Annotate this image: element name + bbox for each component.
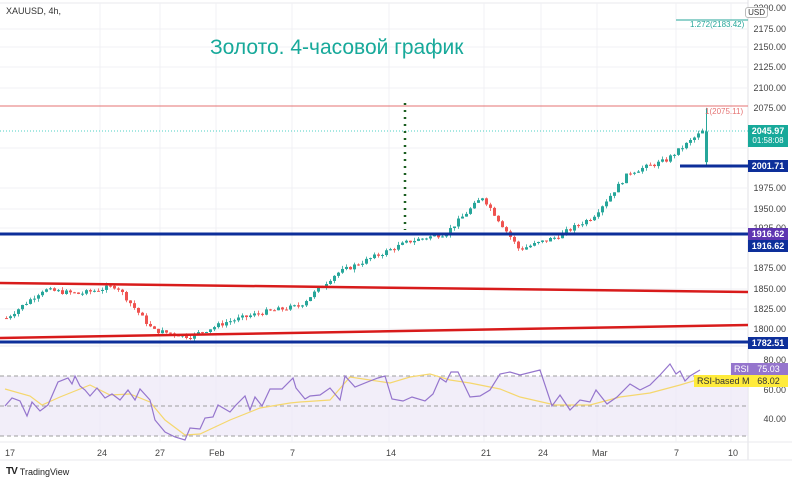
rsi-tick: 60.00: [763, 385, 786, 395]
price-tick: 2100.00: [753, 83, 786, 93]
price-tick: 2150.00: [753, 42, 786, 52]
time-tick: 17: [5, 448, 16, 458]
time-tick: Mar: [592, 448, 608, 458]
last-price-value: 2045.97: [751, 126, 785, 136]
brand-name: TradingView: [19, 466, 70, 477]
rsi-value-tag: 75.03: [749, 363, 788, 375]
rsi-label-tag: RSI: [731, 363, 753, 375]
time-tick: 10: [728, 448, 739, 458]
level-tag-1782: 1782.51: [748, 337, 788, 349]
price-tick: 1875.00: [753, 263, 786, 273]
tradingview-logo-icon: TV: [6, 466, 18, 477]
rsi-ma-label-tag: RSI-based MA: [694, 375, 759, 387]
time-tick: 21: [481, 448, 492, 458]
price-tick: 2200.00: [753, 3, 786, 13]
time-tick: 24: [538, 448, 549, 458]
rsi-ma-value-tag: 68.02: [749, 375, 788, 387]
rsi-tick: 40.00: [763, 414, 786, 424]
level-tag-1916-a: 1916.62: [748, 228, 788, 240]
level-tag-2001: 2001.71: [748, 160, 788, 172]
price-tick: 1825.00: [753, 304, 786, 314]
time-tick: 27: [155, 448, 166, 458]
last-price-tag: 2045.97 01:58:08: [748, 125, 788, 147]
level-tag-1916-b: 1916.62: [748, 240, 788, 252]
bar-countdown: 01:58:08: [752, 136, 784, 145]
price-tick: 2075.00: [753, 103, 786, 113]
currency-badge[interactable]: USD: [745, 7, 768, 18]
time-tick: 7: [674, 448, 680, 458]
chart-annotation-title: Золото. 4-часовой график: [210, 36, 464, 59]
price-tick: 1850.00: [753, 284, 786, 294]
price-tick: 2125.00: [753, 62, 786, 72]
price-tick: 1975.00: [753, 183, 786, 193]
price-tick: 1950.00: [753, 204, 786, 214]
tradingview-branding[interactable]: TV TradingView: [6, 466, 69, 477]
time-tick: 7: [290, 448, 296, 458]
symbol-label: XAUUSD, 4h,: [6, 6, 62, 16]
price-tick: 1800.00: [753, 324, 786, 334]
fib-1-label: 1(2075.11): [705, 107, 744, 116]
candles: [5, 107, 708, 342]
rsi-tick: 80.00: [763, 355, 786, 365]
fib-1272-label: 1.272(2183.42): [690, 20, 745, 29]
time-tick: 14: [386, 448, 397, 458]
price-tick: 2175.00: [753, 24, 786, 34]
time-tick: 24: [97, 448, 108, 458]
time-tick: Feb: [209, 448, 225, 458]
